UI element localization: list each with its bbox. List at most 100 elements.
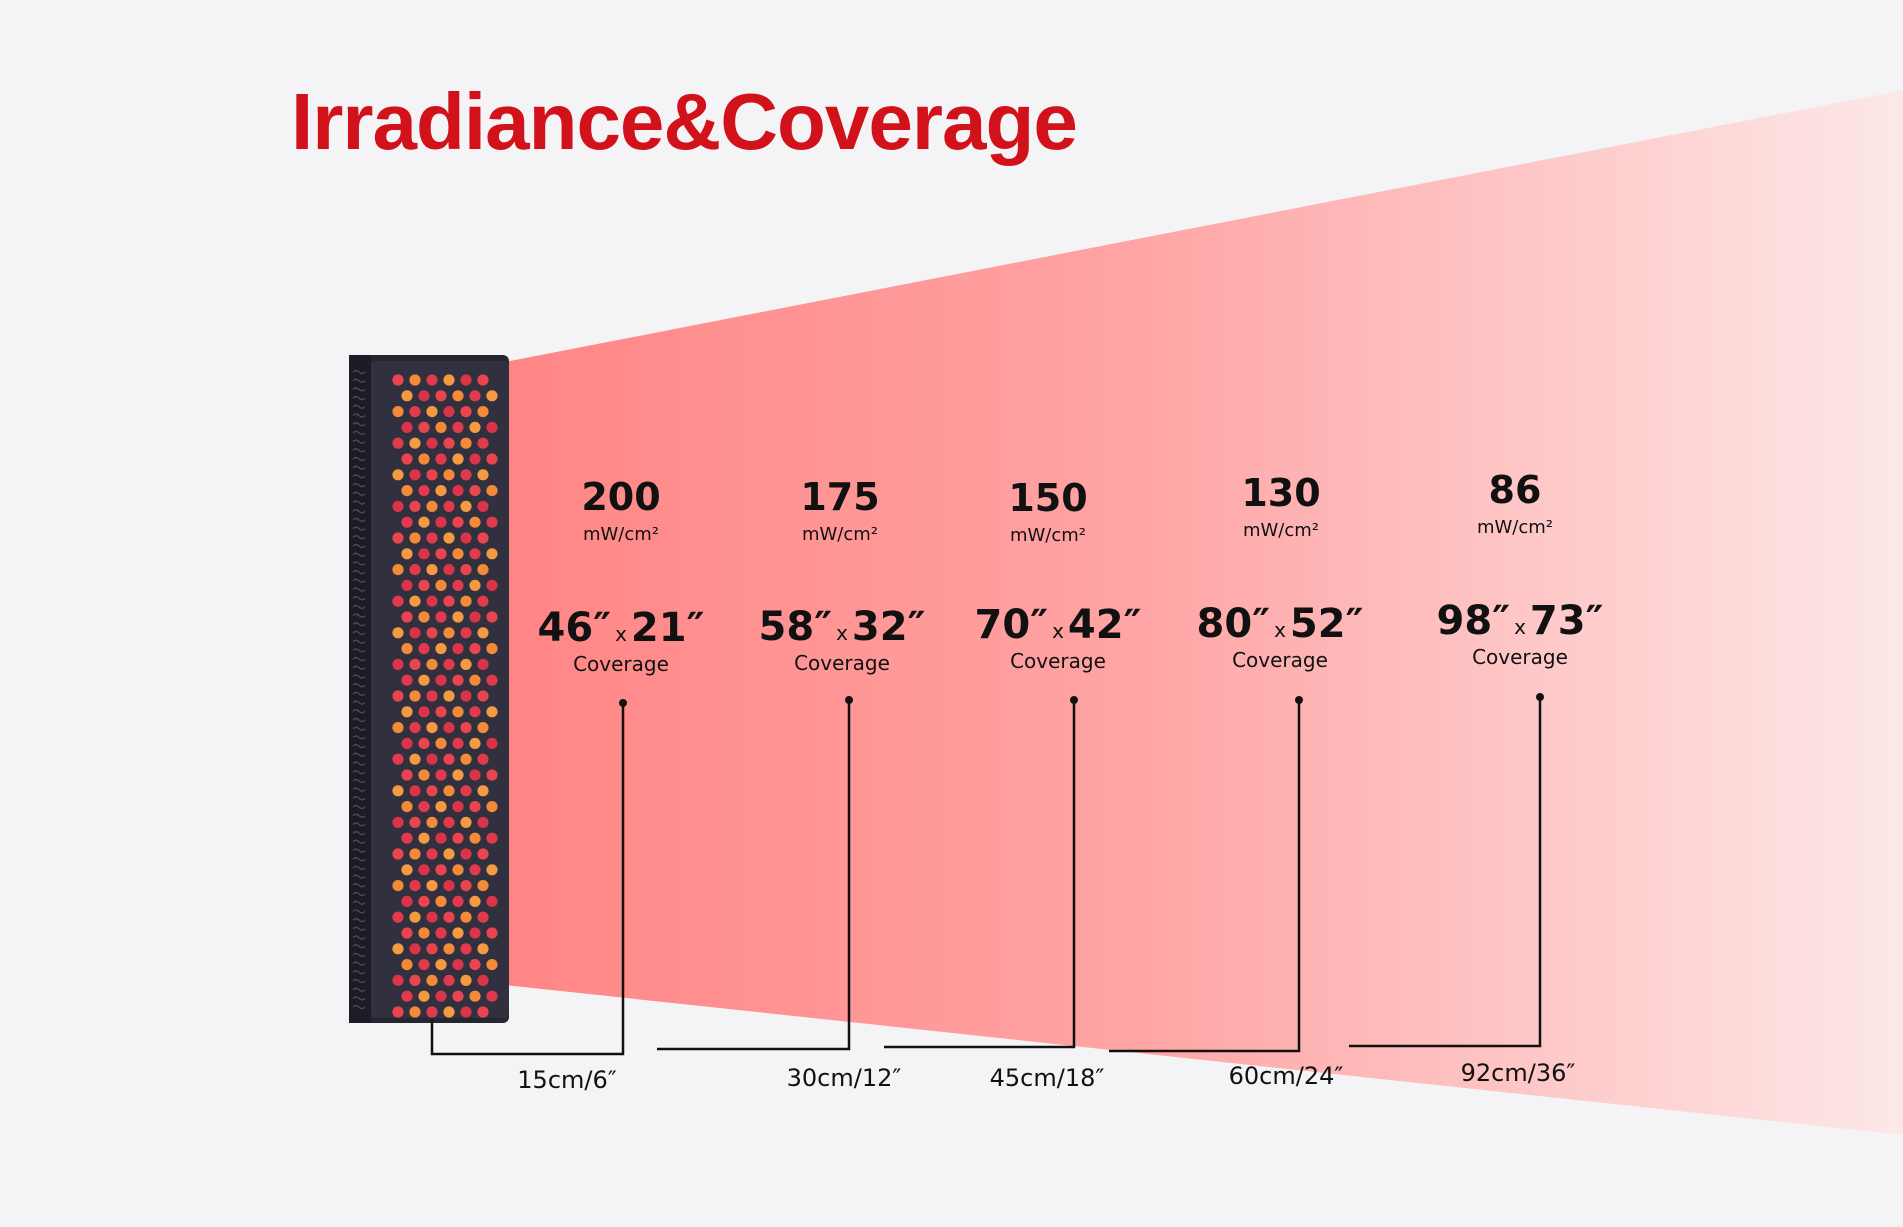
led-bulb bbox=[469, 548, 481, 560]
vent-slot bbox=[352, 604, 366, 610]
led-bulb bbox=[443, 658, 455, 671]
led-bulb bbox=[486, 832, 498, 844]
led-bulb bbox=[452, 643, 464, 655]
led-bulb bbox=[486, 548, 498, 560]
led-bulb bbox=[401, 959, 413, 971]
coverage-dimensions: 98″ x 73″ bbox=[1410, 601, 1630, 641]
led-bulb bbox=[409, 406, 421, 418]
led-bulb bbox=[392, 564, 404, 576]
vent-slot bbox=[352, 378, 366, 383]
led-bulb bbox=[426, 816, 438, 829]
led-bulb bbox=[426, 974, 438, 987]
led-bulb bbox=[469, 579, 481, 592]
vent-slot bbox=[352, 369, 366, 375]
led-bulb bbox=[435, 611, 447, 623]
vent-slot bbox=[352, 665, 366, 670]
distance-label-3: 45cm/18″ bbox=[989, 1064, 1105, 1092]
vent-slot bbox=[352, 961, 366, 966]
led-bulb bbox=[435, 864, 447, 876]
led-bulb bbox=[392, 722, 404, 734]
led-bulb bbox=[477, 658, 489, 671]
led-bulb bbox=[460, 722, 472, 734]
vent-slot bbox=[352, 883, 366, 888]
led-bulb bbox=[426, 658, 438, 671]
led-bulb bbox=[435, 737, 447, 750]
led-bulb bbox=[443, 627, 455, 639]
irradiance-unit: mW/cm² bbox=[801, 524, 879, 545]
vent-slot bbox=[352, 909, 366, 914]
led-bulb bbox=[469, 959, 481, 971]
led-bulb bbox=[477, 690, 489, 702]
coverage-column-1: 46″ x 21″ Coverage bbox=[511, 608, 731, 674]
led-bulb bbox=[401, 801, 413, 813]
led-bulb bbox=[477, 848, 489, 860]
coverage-height: 73″ bbox=[1529, 598, 1604, 644]
led-bulb bbox=[486, 611, 498, 623]
led-bulb bbox=[392, 785, 404, 797]
coverage-dimensions: 70″ x 42″ bbox=[948, 605, 1168, 645]
led-bulb bbox=[452, 453, 464, 465]
led-bulb bbox=[460, 627, 472, 639]
led-bulb bbox=[435, 516, 447, 528]
led-bulb bbox=[452, 706, 464, 718]
coverage-label: Coverage bbox=[1232, 648, 1328, 672]
led-bulb bbox=[452, 895, 464, 908]
led-bulb bbox=[452, 548, 464, 560]
vent-slot bbox=[352, 543, 366, 549]
irradiance-value: 150 bbox=[1008, 476, 1088, 520]
led-bulb bbox=[477, 500, 489, 512]
led-bulb bbox=[418, 548, 430, 560]
led-bulb bbox=[392, 374, 404, 386]
vent-slot bbox=[352, 804, 366, 810]
led-bulb bbox=[452, 959, 464, 971]
led-bulb bbox=[401, 864, 413, 876]
led-bulb bbox=[452, 737, 464, 750]
led-bulb bbox=[477, 974, 489, 987]
led-bulb bbox=[477, 943, 489, 955]
led-bulb bbox=[469, 485, 481, 497]
led-bulb bbox=[409, 690, 421, 702]
led-bulb bbox=[486, 737, 498, 750]
led-bulb bbox=[443, 816, 455, 829]
led-bulb bbox=[469, 706, 481, 718]
led-bulb bbox=[443, 753, 455, 765]
vent-slot bbox=[352, 822, 366, 827]
vent-slot bbox=[352, 709, 366, 714]
led-bulb bbox=[435, 548, 447, 560]
led-bulb bbox=[486, 706, 498, 718]
led-bulb bbox=[409, 911, 421, 923]
distance-label-2: 30cm/12″ bbox=[786, 1064, 902, 1092]
vent-slot bbox=[352, 491, 366, 496]
coverage-width: 46″ bbox=[537, 605, 612, 651]
led-bulb bbox=[486, 801, 498, 813]
led-bulb bbox=[443, 880, 455, 892]
vent-slot bbox=[352, 1004, 366, 1010]
coverage-column-5: 98″ x 73″ Coverage bbox=[1410, 601, 1630, 667]
led-bulb bbox=[452, 769, 464, 781]
led-bulb bbox=[392, 627, 404, 639]
led-bulb bbox=[401, 548, 413, 560]
led-bulb bbox=[486, 453, 498, 465]
led-bulb bbox=[392, 753, 404, 765]
led-bulb bbox=[443, 943, 455, 955]
led-bulb bbox=[409, 848, 421, 860]
vent-slot bbox=[352, 952, 366, 958]
coverage-height: 52″ bbox=[1289, 601, 1364, 647]
led-bulb bbox=[409, 595, 421, 607]
led-bulb bbox=[477, 469, 489, 481]
coverage-times: x bbox=[1052, 619, 1064, 643]
led-bulb bbox=[401, 485, 413, 497]
led-bulb bbox=[435, 959, 447, 971]
vent-slot bbox=[352, 404, 366, 409]
vent-slot bbox=[352, 839, 366, 844]
vent-slot bbox=[352, 482, 366, 488]
led-bulb bbox=[469, 674, 481, 686]
led-bulb bbox=[469, 832, 481, 844]
vent-slot bbox=[352, 787, 366, 792]
led-bulb bbox=[409, 880, 421, 892]
vent-slot bbox=[352, 970, 366, 975]
led-bulb bbox=[409, 658, 421, 671]
led-bulb bbox=[426, 595, 438, 607]
led-bulb bbox=[435, 927, 447, 939]
